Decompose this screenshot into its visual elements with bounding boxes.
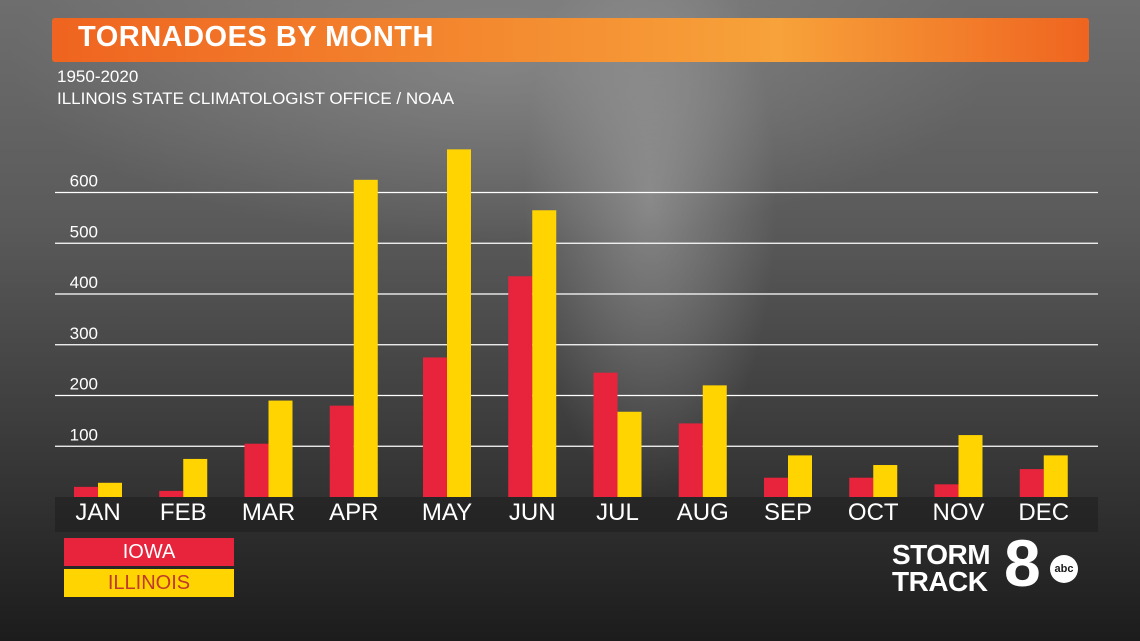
storm-track-8-logo: STORM TRACK 8 abc [890, 530, 1090, 600]
bar-iowa-dec [1019, 469, 1044, 497]
x-axis-band [55, 497, 1098, 532]
bar-iowa-aug [678, 423, 703, 497]
bar-illinois-aug [702, 385, 727, 497]
bar-iowa-jan [74, 486, 98, 497]
bar-illinois-oct [873, 465, 898, 497]
abc-network-icon: abc [1050, 555, 1078, 583]
bar-illinois-feb [183, 458, 208, 497]
logo-storm-text: STORM [892, 539, 991, 570]
x-tick-label-aug: AUG [677, 499, 729, 526]
y-tick-label-300: 300 [70, 324, 98, 343]
bar-iowa-jun [508, 276, 533, 497]
bar-illinois-jul [617, 411, 642, 497]
logo-track-text: TRACK [892, 566, 988, 597]
legend-label-iowa: IOWA [122, 541, 176, 563]
y-tick-label-400: 400 [70, 273, 98, 292]
x-tick-label-jun: JUN [509, 499, 556, 526]
chart-subtitle-source: ILLINOIS STATE CLIMATOLOGIST OFFICE / NO… [57, 89, 455, 108]
bar-illinois-nov [958, 435, 983, 497]
bar-iowa-feb [159, 490, 184, 497]
bar-iowa-sep [764, 477, 788, 497]
bar-illinois-jan [98, 482, 122, 497]
bar-iowa-oct [849, 477, 874, 497]
x-tick-label-dec: DEC [1018, 499, 1069, 526]
bar-iowa-apr [329, 405, 354, 497]
x-tick-label-apr: APR [329, 499, 378, 526]
bar-illinois-mar [268, 400, 293, 497]
y-tick-label-500: 500 [70, 222, 98, 241]
legend-swatch-iowa [64, 538, 234, 566]
bar-illinois-jun [532, 210, 557, 497]
y-tick-label-200: 200 [70, 375, 98, 394]
chart-subtitle-years: 1950-2020 [57, 67, 139, 86]
bar-illinois-dec [1043, 455, 1068, 497]
bar-illinois-may [447, 149, 471, 498]
x-tick-label-may: MAY [422, 499, 472, 526]
bar-iowa-may [423, 357, 447, 497]
chart-title: TORNADOES BY MONTH [78, 21, 434, 53]
x-tick-label-jan: JAN [75, 499, 120, 526]
bar-iowa-jul [593, 372, 618, 497]
y-axis-tick-labels: 100 200 300 400 500 600 [70, 172, 98, 445]
y-tick-label-100: 100 [70, 425, 98, 444]
y-tick-label-600: 600 [70, 172, 98, 191]
legend-swatch-illinois [64, 569, 234, 597]
x-tick-label-nov: NOV [932, 499, 984, 526]
bar-illinois-apr [353, 179, 378, 497]
title-banner [52, 18, 1089, 62]
chart-gridlines [55, 191, 1098, 532]
x-tick-label-sep: SEP [764, 499, 812, 526]
legend-label-illinois: ILLINOIS [107, 572, 191, 594]
bar-illinois-sep [788, 455, 812, 497]
chart-bars [74, 149, 1068, 498]
x-tick-label-oct: OCT [848, 499, 899, 526]
logo-channel-number: 8 [1004, 526, 1041, 600]
bar-iowa-mar [244, 443, 269, 497]
x-tick-label-feb: FEB [160, 499, 207, 526]
x-axis-tick-labels: JAN FEB MAR APR MAY JUN JUL AUG SEP OCT NOV DEC [75, 499, 1069, 526]
bar-iowa-nov [934, 484, 959, 497]
x-tick-label-jul: JUL [596, 499, 639, 526]
x-tick-label-mar: MAR [242, 499, 295, 526]
